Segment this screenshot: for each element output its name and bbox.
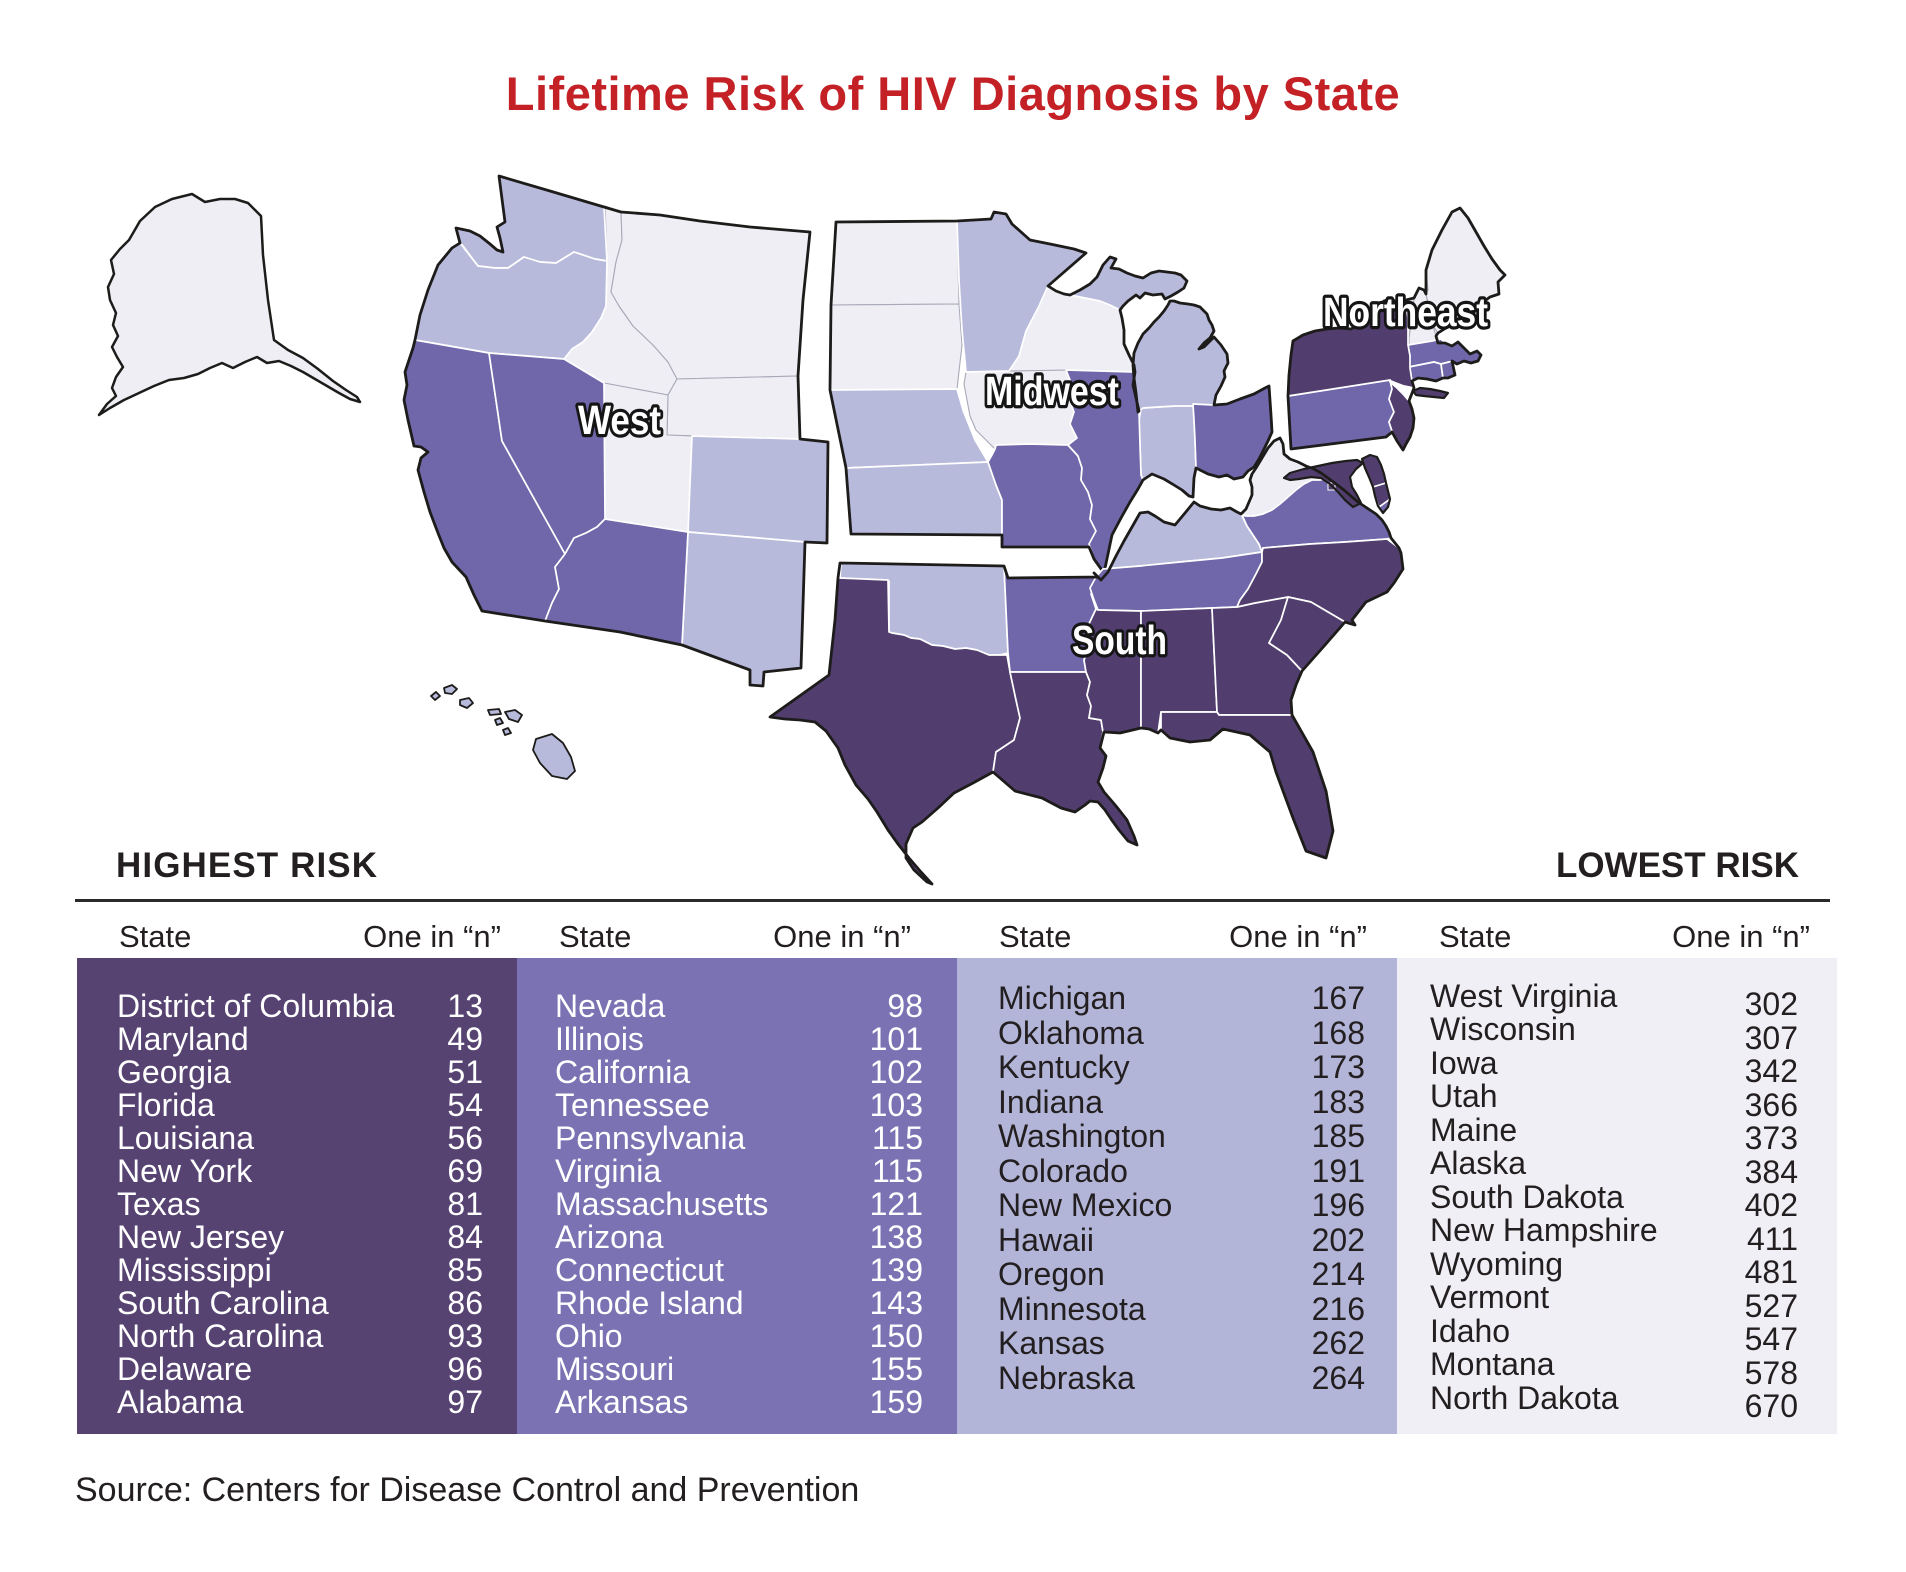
svg-text:West: West bbox=[578, 397, 661, 443]
svg-text:South: South bbox=[1072, 617, 1167, 663]
svg-text:Northeast: Northeast bbox=[1323, 289, 1488, 335]
svg-text:Midwest: Midwest bbox=[985, 368, 1119, 414]
